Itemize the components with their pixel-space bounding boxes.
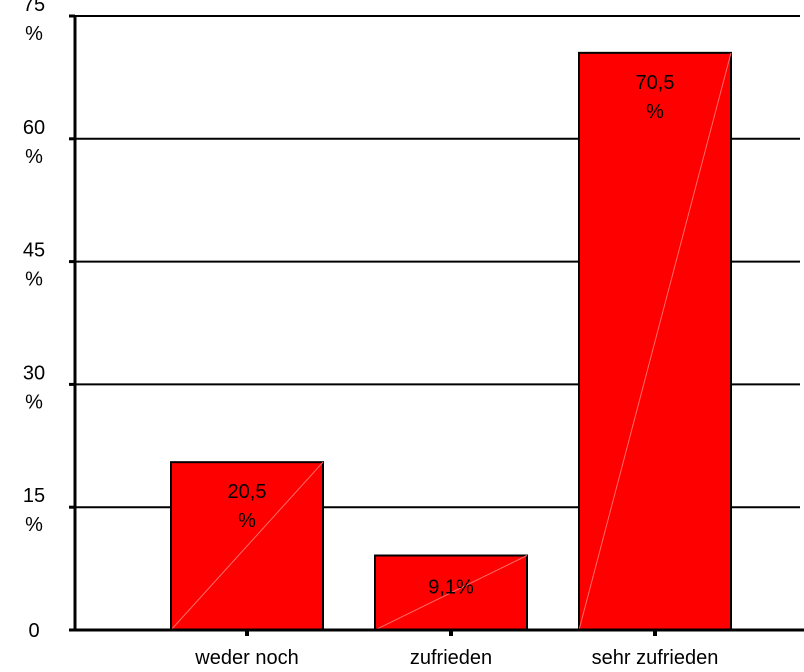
labels: 0 15 % 30 % 45 % 60 % 75 % 20,5 % weder noch 9,1% zufri… bbox=[23, 0, 719, 669]
value-label-weder-noch: 20,5% bbox=[228, 481, 267, 532]
y-tick-label-60: 60% bbox=[23, 117, 45, 168]
bars bbox=[170, 51, 732, 632]
axes bbox=[69, 14, 804, 636]
value-label-zufrieden: 9,1% bbox=[428, 577, 474, 599]
category-label-zufrieden: zufrieden bbox=[410, 647, 492, 669]
bar-shade-0 bbox=[170, 461, 324, 631]
y-tick-label-30: 30% bbox=[23, 362, 45, 413]
bar-shade-1 bbox=[374, 555, 528, 631]
bar-shade-2 bbox=[578, 52, 732, 631]
y-tick-label-75: 75% bbox=[23, 0, 45, 45]
category-label-weder-noch: weder noch bbox=[194, 647, 298, 669]
y-tick-label-45: 45% bbox=[23, 240, 45, 291]
y-tick-label-15: 15% bbox=[23, 485, 45, 536]
y-tick-label-0: 0 bbox=[28, 620, 39, 642]
value-label-sehr-zufrieden: 70,5% bbox=[636, 72, 675, 123]
category-label-sehr-zufrieden: sehr zufrieden bbox=[592, 647, 719, 669]
